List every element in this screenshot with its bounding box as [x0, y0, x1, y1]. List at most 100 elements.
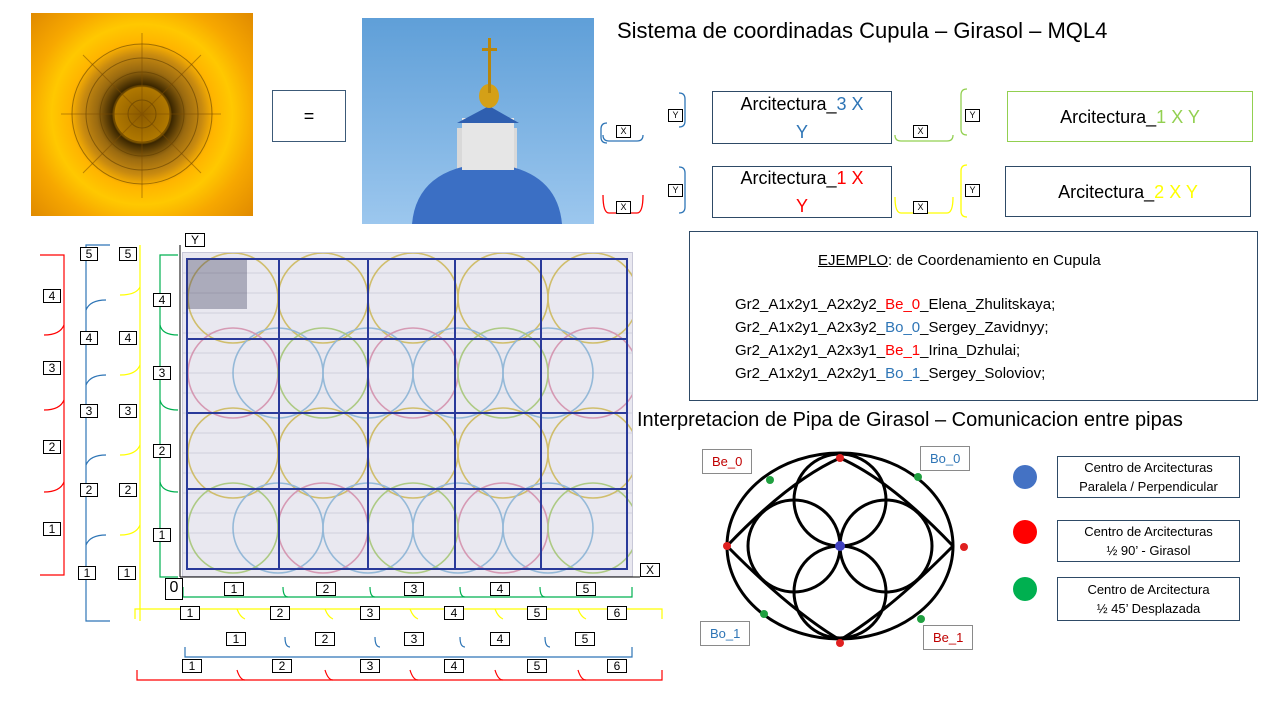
scale-r4-3: 3 [360, 659, 380, 673]
scale-cb-4: 4 [80, 331, 98, 345]
ex1-post: _Elena_Zhulitskaya; [920, 296, 1056, 313]
scale-r4-6: 6 [607, 659, 627, 673]
example-line-4: Gr2_A1x2y1_A2x2y1_Bo_1_Sergey_Soloviov; [735, 365, 1045, 382]
arch-3-second: Y [795, 121, 808, 142]
y-tag-4: Y [965, 184, 980, 197]
ex4-post: _Sergey_Soloviov; [920, 365, 1046, 382]
y-axis-label: Y [185, 233, 205, 247]
tag-be0: Be_0 [702, 449, 753, 474]
sunflower-image [31, 13, 253, 216]
arch-box-3: Arcitectura_3 X Y [712, 91, 892, 144]
equals-box: = [272, 90, 346, 142]
scale-ca-1: 1 [43, 522, 61, 536]
ex3-post: _Irina_Dzhulai; [920, 342, 1021, 359]
example-line-1: Gr2_A1x2y1_A2x2y2_Be_0_Elena_Zhulitskaya… [735, 296, 1055, 313]
dome-grid-drawing [182, 252, 633, 577]
diagram-subtitle: Interpretacion de Pipa de Girasol – Comu… [637, 409, 1183, 431]
arch-1r-num: 1 [836, 168, 847, 188]
tag-bo1: Bo_1 [700, 621, 751, 646]
ex2-code: Bo_0 [885, 319, 921, 336]
arch-2-prefix: Arcitectura_ [1058, 181, 1155, 202]
x-axis-label: X [640, 563, 660, 577]
legend-red-line1: Centro de Arcitecturas [1084, 524, 1213, 539]
arch-2-num: 2 [1154, 181, 1165, 202]
scale-cb-2: 2 [80, 483, 98, 497]
x-tag-2: X [913, 125, 928, 138]
y-tag-1: Y [668, 109, 683, 122]
legend-green: Centro de Arcitectura ½ 45’ Desplazada [1057, 577, 1240, 621]
ex1-pre: Gr2_A1x2y1_A2x2y2_ [735, 296, 886, 313]
ex3-pre: Gr2_A1x2y1_A2x3y1_ [735, 342, 886, 359]
scale-cc-4: 4 [119, 331, 137, 345]
scale-r1-3: 3 [404, 582, 424, 596]
example-title: EJEMPLO: de Coordenamiento en Cupula [818, 252, 1101, 269]
tag-bo0: Bo_0 [920, 446, 971, 471]
dome-image [362, 18, 594, 224]
y-tag-3: Y [668, 184, 683, 197]
legend-dot-red [1013, 520, 1037, 544]
arch-brackets [600, 88, 968, 218]
scale-r3-2: 2 [315, 632, 335, 646]
scale-r3-4: 4 [490, 632, 510, 646]
scale-ca-3: 3 [43, 361, 61, 375]
scale-r1-2: 2 [316, 582, 336, 596]
y-tag-2: Y [965, 109, 980, 122]
ex4-code: Bo_1 [885, 365, 921, 382]
arch-1r-prefix: Arcitectura_ [740, 168, 837, 188]
scale-cc-3: 3 [119, 404, 137, 418]
legend-dot-blue [1013, 465, 1037, 489]
arch-box-2-xy: Arcitectura_2 X Y [1005, 166, 1251, 217]
x-tag-4: X [913, 201, 928, 214]
page-title: Sistema de coordinadas Cupula – Girasol … [617, 18, 1108, 43]
legend-red-line2: ½ 90’ - Girasol [1106, 543, 1191, 558]
arch-1r-second: Y [795, 196, 808, 216]
scale-cb-3: 3 [80, 404, 98, 418]
scale-cb-1: 1 [78, 566, 96, 580]
scale-r3-1: 1 [226, 632, 246, 646]
scale-r4-1: 1 [182, 659, 202, 673]
ex1-code: Be_0 [885, 296, 921, 313]
scale-ca-4: 4 [43, 289, 61, 303]
scale-r1-4: 4 [490, 582, 510, 596]
legend-green-line1: Centro de Arcitectura [1087, 582, 1210, 597]
scale-cd-1: 1 [153, 528, 171, 542]
example-line-3: Gr2_A1x2y1_A2x3y1_Be_1_Irina_Dzhulai; [735, 342, 1020, 359]
tag-be1: Be_1 [923, 625, 974, 650]
arch-box-1-red: Arcitectura_1 X Y [712, 166, 892, 218]
scale-cc-5: 5 [119, 247, 137, 261]
ex2-pre: Gr2_A1x2y1_A2x3y2_ [735, 319, 886, 336]
scale-ca-2: 2 [43, 440, 61, 454]
arch-box-1-xy: Arcitectura_1 X Y [1007, 91, 1253, 142]
scale-r2-6: 6 [607, 606, 627, 620]
arch-1r-axes: X [851, 168, 864, 188]
arch-3-num: 3 [836, 93, 847, 114]
example-title-rest: : de Coordenamiento en Cupula [888, 252, 1101, 269]
scale-r2-4: 4 [444, 606, 464, 620]
arch-3-axes: X [851, 93, 864, 114]
axes-and-scales [40, 244, 663, 681]
arch-1xy-num: 1 [1156, 106, 1167, 127]
ex3-code: Be_1 [885, 342, 921, 359]
arch-1xy-prefix: Arcitectura_ [1060, 106, 1157, 127]
dome-grid-pattern [183, 253, 632, 574]
scale-cb-5: 5 [80, 247, 98, 261]
scale-r4-2: 2 [272, 659, 292, 673]
example-title-label: EJEMPLO [818, 252, 889, 269]
origin-label: 0 [165, 578, 183, 600]
ex4-pre: Gr2_A1x2y1_A2x2y1_ [735, 365, 886, 382]
scale-r2-5: 5 [527, 606, 547, 620]
example-box: EJEMPLO: de Coordenamiento en Cupula Gr2… [689, 231, 1258, 401]
scale-r4-5: 5 [527, 659, 547, 673]
legend-dot-green [1013, 577, 1037, 601]
scale-cc-1: 1 [118, 566, 136, 580]
scale-cd-4: 4 [153, 293, 171, 307]
sunflower-pattern [61, 33, 221, 198]
scale-cc-2: 2 [119, 483, 137, 497]
arch-3-prefix: Arcitectura_ [740, 93, 837, 114]
scale-r2-3: 3 [360, 606, 380, 620]
pipa-diagram [723, 451, 968, 647]
legend-green-line2: ½ 45’ Desplazada [1096, 601, 1201, 616]
x-tag-3: X [616, 201, 631, 214]
arch-2-axes: X Y [1169, 181, 1198, 202]
example-line-2: Gr2_A1x2y1_A2x3y2_Bo_0_Sergey_Zavidnyy; [735, 319, 1049, 336]
